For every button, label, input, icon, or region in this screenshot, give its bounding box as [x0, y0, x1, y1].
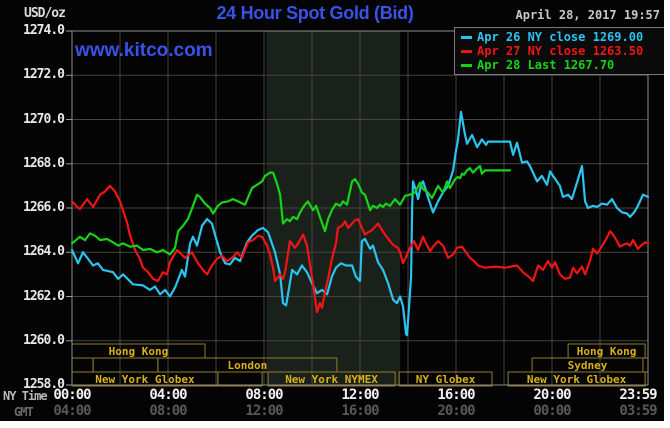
legend-item-label: Apr 26 NY close 1269.00: [477, 30, 644, 44]
session-label: NY Globex: [415, 373, 476, 386]
y-tick-label: 1270.0: [23, 111, 65, 127]
legend-dash-icon: [461, 36, 472, 39]
session-box: [71, 357, 94, 373]
page-margin-bottom: [0, 421, 670, 428]
y-tick-label: 1260.0: [23, 332, 65, 348]
y-tick-label: 1268.0: [23, 155, 65, 171]
y-axis-units-label: USD/oz: [24, 6, 66, 21]
x-tick-label-ny: 16:00: [437, 387, 475, 403]
session-label: New York NYMEX: [285, 373, 378, 386]
series-line-apr-27-ny-close: [70, 184, 650, 314]
legend-item: Apr 27 NY close 1263.50: [455, 44, 665, 58]
x-tick-label-gmt: 03:59: [619, 403, 657, 419]
y-tick-label: 1266.0: [23, 200, 65, 215]
session-box: [642, 357, 649, 373]
x-tick-label-gmt: 16:00: [341, 403, 379, 419]
session-box: [217, 371, 263, 387]
legend-item-label: Apr 28 Last 1267.70: [477, 58, 615, 72]
session-box: [267, 371, 396, 387]
session-label: Sydney: [567, 359, 608, 372]
y-tick-label: 1272.0: [23, 67, 65, 83]
session-label: New York Globex: [526, 373, 627, 386]
session-label: London: [227, 359, 268, 372]
gmt-axis-label: GMT: [14, 405, 34, 419]
legend-item: Apr 26 NY close 1269.00: [455, 30, 665, 44]
series-line-apr-28-last: [70, 164, 512, 256]
chart-title: 24 Hour Spot Gold (Bid): [216, 3, 414, 23]
x-tick-label-ny: 23:59: [619, 387, 657, 403]
ny-time-axis-label: NY Time: [3, 389, 48, 403]
x-tick-label-ny: 00:00: [53, 387, 91, 403]
session-box: [92, 357, 159, 373]
x-tick-label-gmt: 08:00: [149, 403, 187, 419]
x-tick-label-gmt: 12:00: [245, 403, 283, 419]
x-tick-label-ny: 04:00: [149, 387, 187, 403]
x-tick-label-gmt: 04:00: [53, 403, 91, 419]
y-tick-label: 1258.0: [23, 377, 65, 392]
series-line-apr-26-ny-close: [70, 110, 650, 337]
session-label: Hong Kong: [108, 345, 169, 358]
y-tick-label: 1262.0: [23, 288, 65, 304]
timestamp: April 28, 2017 19:57: [515, 8, 661, 22]
x-tick-label-ny: 20:00: [533, 387, 571, 403]
y-tick-label: 1274.0: [23, 23, 65, 38]
legend-item-label: Apr 27 NY close 1263.50: [477, 44, 644, 58]
session-box: [398, 371, 493, 387]
session-label: New York Globex: [95, 373, 195, 386]
x-tick-label-ny: 08:00: [245, 387, 283, 403]
kitco-watermark: www.kitco.com: [75, 40, 213, 61]
session-label: Hong Kong: [576, 345, 637, 358]
x-tick-label-gmt: 00:00: [533, 403, 571, 419]
legend-item: Apr 28 Last 1267.70: [455, 58, 665, 72]
y-tick-label: 1264.0: [23, 244, 65, 260]
legend-dash-icon: [461, 64, 472, 67]
x-tick-label-gmt: 20:00: [437, 403, 475, 419]
x-tick-label-ny: 12:00: [341, 387, 379, 403]
session-box: [507, 371, 646, 387]
legend-dash-icon: [461, 50, 472, 53]
legend: Apr 26 NY close 1269.00 Apr 27 NY close 1…: [454, 27, 666, 75]
page-margin-right: [664, 0, 670, 428]
